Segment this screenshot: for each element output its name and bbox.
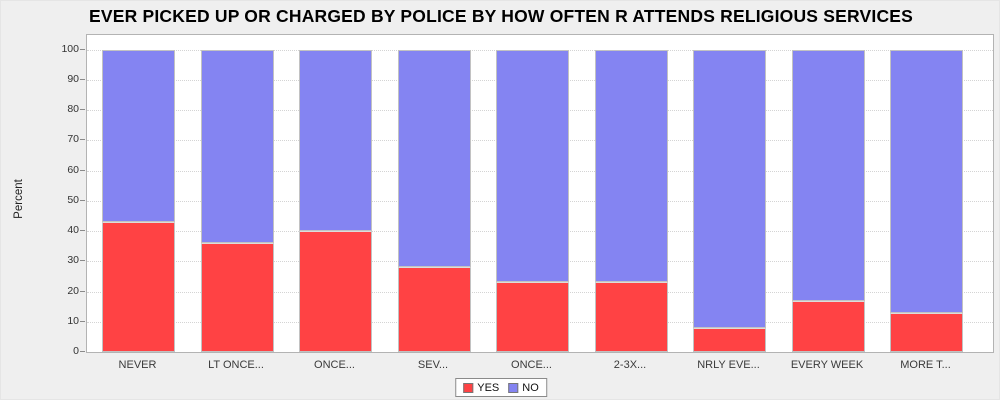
bar-segment-yes xyxy=(299,231,372,352)
bar-segment-yes xyxy=(693,327,766,352)
bar-segment-yes xyxy=(594,282,668,352)
bar-segment-yes xyxy=(397,267,471,352)
bar-4-sev xyxy=(397,49,471,353)
y-tick-label-0: 0 xyxy=(73,345,79,357)
bar-segment-yes xyxy=(890,312,963,352)
x-tick-label-4: SEV... xyxy=(417,359,449,371)
y-tick-mark-50 xyxy=(80,199,85,201)
bar-segment-yes xyxy=(496,282,569,352)
y-tick-label-90: 90 xyxy=(67,72,79,85)
bar-segment-no xyxy=(693,49,766,328)
legend-label-no: NO xyxy=(522,381,539,394)
y-tick-label-20: 20 xyxy=(67,284,79,297)
bar-6-2-3x xyxy=(594,49,668,353)
legend-item-no: NO xyxy=(508,382,539,394)
bar-2-lt-once xyxy=(200,49,274,353)
y-tick-label-40: 40 xyxy=(67,224,79,236)
bar-segment-yes xyxy=(102,221,175,352)
bar-segment-yes xyxy=(791,300,865,352)
legend-swatch-yes xyxy=(463,382,474,393)
bar-9-more-t xyxy=(890,49,963,353)
legend-label-yes: YES xyxy=(477,381,500,394)
plot-area xyxy=(86,34,994,353)
x-tick-label-2: LT ONCE... xyxy=(208,359,264,371)
bar-segment-no xyxy=(102,49,175,222)
y-axis-title: Percent xyxy=(13,179,25,219)
y-tick-label-50: 50 xyxy=(67,193,79,206)
bar-segment-no xyxy=(299,49,372,231)
y-tick-mark-60 xyxy=(80,169,85,171)
bar-segment-no xyxy=(397,49,471,268)
y-tick-label-80: 80 xyxy=(67,103,79,115)
x-tick-label-1: NEVER xyxy=(118,359,157,371)
legend: YES NO xyxy=(455,378,547,397)
legend-swatch-no xyxy=(508,382,519,393)
bar-1-never xyxy=(102,49,175,353)
y-tick-mark-30 xyxy=(80,260,85,262)
bar-7-nrly-eve xyxy=(693,49,766,353)
y-tick-label-70: 70 xyxy=(67,133,79,146)
bar-segment-no xyxy=(200,49,274,244)
y-tick-label-60: 60 xyxy=(67,163,79,176)
x-tick-label-8: EVERY WEEK xyxy=(790,359,864,371)
legend-item-yes: YES xyxy=(463,382,499,394)
bar-5-once xyxy=(496,49,569,353)
x-tick-label-3: ONCE... xyxy=(314,359,355,371)
x-tick-label-6: 2-3X... xyxy=(613,359,647,371)
y-tick-mark-70 xyxy=(80,139,85,141)
bar-segment-no xyxy=(791,49,865,301)
chart-title: EVER PICKED UP OR CHARGED BY POLICE BY H… xyxy=(88,6,914,26)
y-tick-mark-40 xyxy=(80,230,85,231)
y-tick-mark-10 xyxy=(80,320,85,322)
bar-segment-no xyxy=(890,49,963,313)
y-tick-mark-100 xyxy=(80,48,85,50)
y-tick-mark-90 xyxy=(80,78,85,80)
bar-segment-no xyxy=(594,49,668,283)
x-tick-label-5: ONCE... xyxy=(511,359,552,371)
bar-8-every-week xyxy=(791,49,865,353)
bar-segment-yes xyxy=(200,243,274,352)
y-tick-label-10: 10 xyxy=(67,314,79,327)
bar-3-once xyxy=(299,49,372,352)
x-tick-label-9: MORE T... xyxy=(900,359,951,371)
y-tick-mark-20 xyxy=(80,290,85,292)
y-tick-label-100: 100 xyxy=(61,42,79,55)
y-tick-mark-80 xyxy=(80,109,85,110)
y-tick-mark-0 xyxy=(80,351,85,352)
x-tick-label-7: NRLY EVE... xyxy=(697,359,760,371)
bar-segment-no xyxy=(496,49,569,283)
y-tick-label-30: 30 xyxy=(67,254,79,267)
